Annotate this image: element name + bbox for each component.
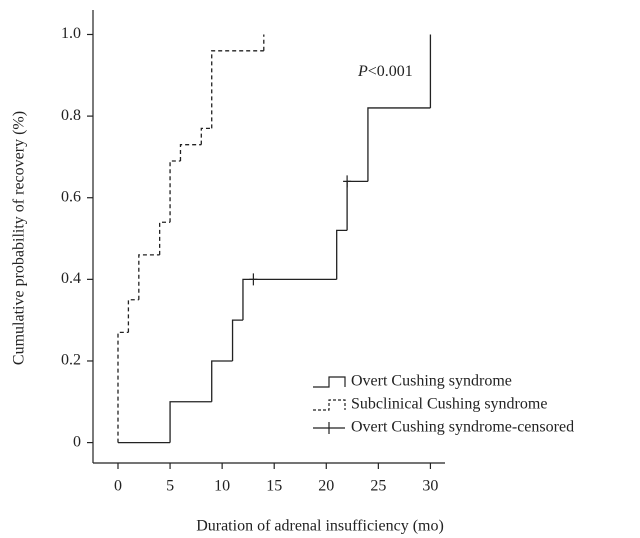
step-segment [138, 254, 160, 300]
censor-mark [249, 273, 258, 286]
y-tick-label: 0.6 [61, 188, 81, 205]
step-segment [169, 160, 181, 223]
legend-icon [313, 422, 345, 434]
step-segment [179, 144, 202, 161]
step-segment [242, 278, 337, 321]
step-segment [346, 180, 368, 231]
annotation-value: <0.001 [368, 63, 413, 80]
step-segment [127, 299, 139, 333]
step-segment [336, 229, 348, 280]
y-tick-label: 0.4 [61, 270, 81, 287]
x-tick-label: 15 [266, 478, 282, 495]
y-axis-title: Cumulative probability of recovery (%) [11, 111, 28, 365]
y-tick-label: 0.2 [61, 352, 81, 369]
step-segment [211, 360, 233, 402]
x-tick-label: 30 [422, 478, 438, 495]
y-tick-label: 0.8 [61, 107, 81, 124]
step-segment [117, 331, 129, 443]
x-tick-label: 25 [370, 478, 386, 495]
step-segment [159, 221, 171, 255]
legend-label: Overt Cushing syndrome-censored [351, 419, 574, 436]
x-tick-label: 20 [318, 478, 334, 495]
annotation: P<0.001 [357, 63, 413, 80]
step-segment [200, 127, 212, 145]
x-tick-label: 5 [166, 478, 174, 495]
step-segment [367, 107, 431, 182]
step-segment [169, 401, 212, 443]
legend-label: Subclinical Cushing syndrome [351, 396, 547, 413]
legend-icon [313, 399, 346, 411]
censor-mark [343, 175, 352, 188]
legend-icon [313, 376, 346, 388]
step-segment [211, 50, 264, 129]
annotation-p: P [357, 63, 368, 80]
x-tick-label: 0 [114, 478, 122, 495]
x-axis-title: Duration of adrenal insufficiency (mo) [196, 518, 444, 535]
x-tick-label: 10 [214, 478, 230, 495]
y-tick-label: 1.0 [61, 25, 81, 42]
legend-label: Overt Cushing syndrome [351, 373, 512, 390]
y-tick-label: 0 [73, 433, 81, 450]
step-segment [231, 319, 243, 361]
